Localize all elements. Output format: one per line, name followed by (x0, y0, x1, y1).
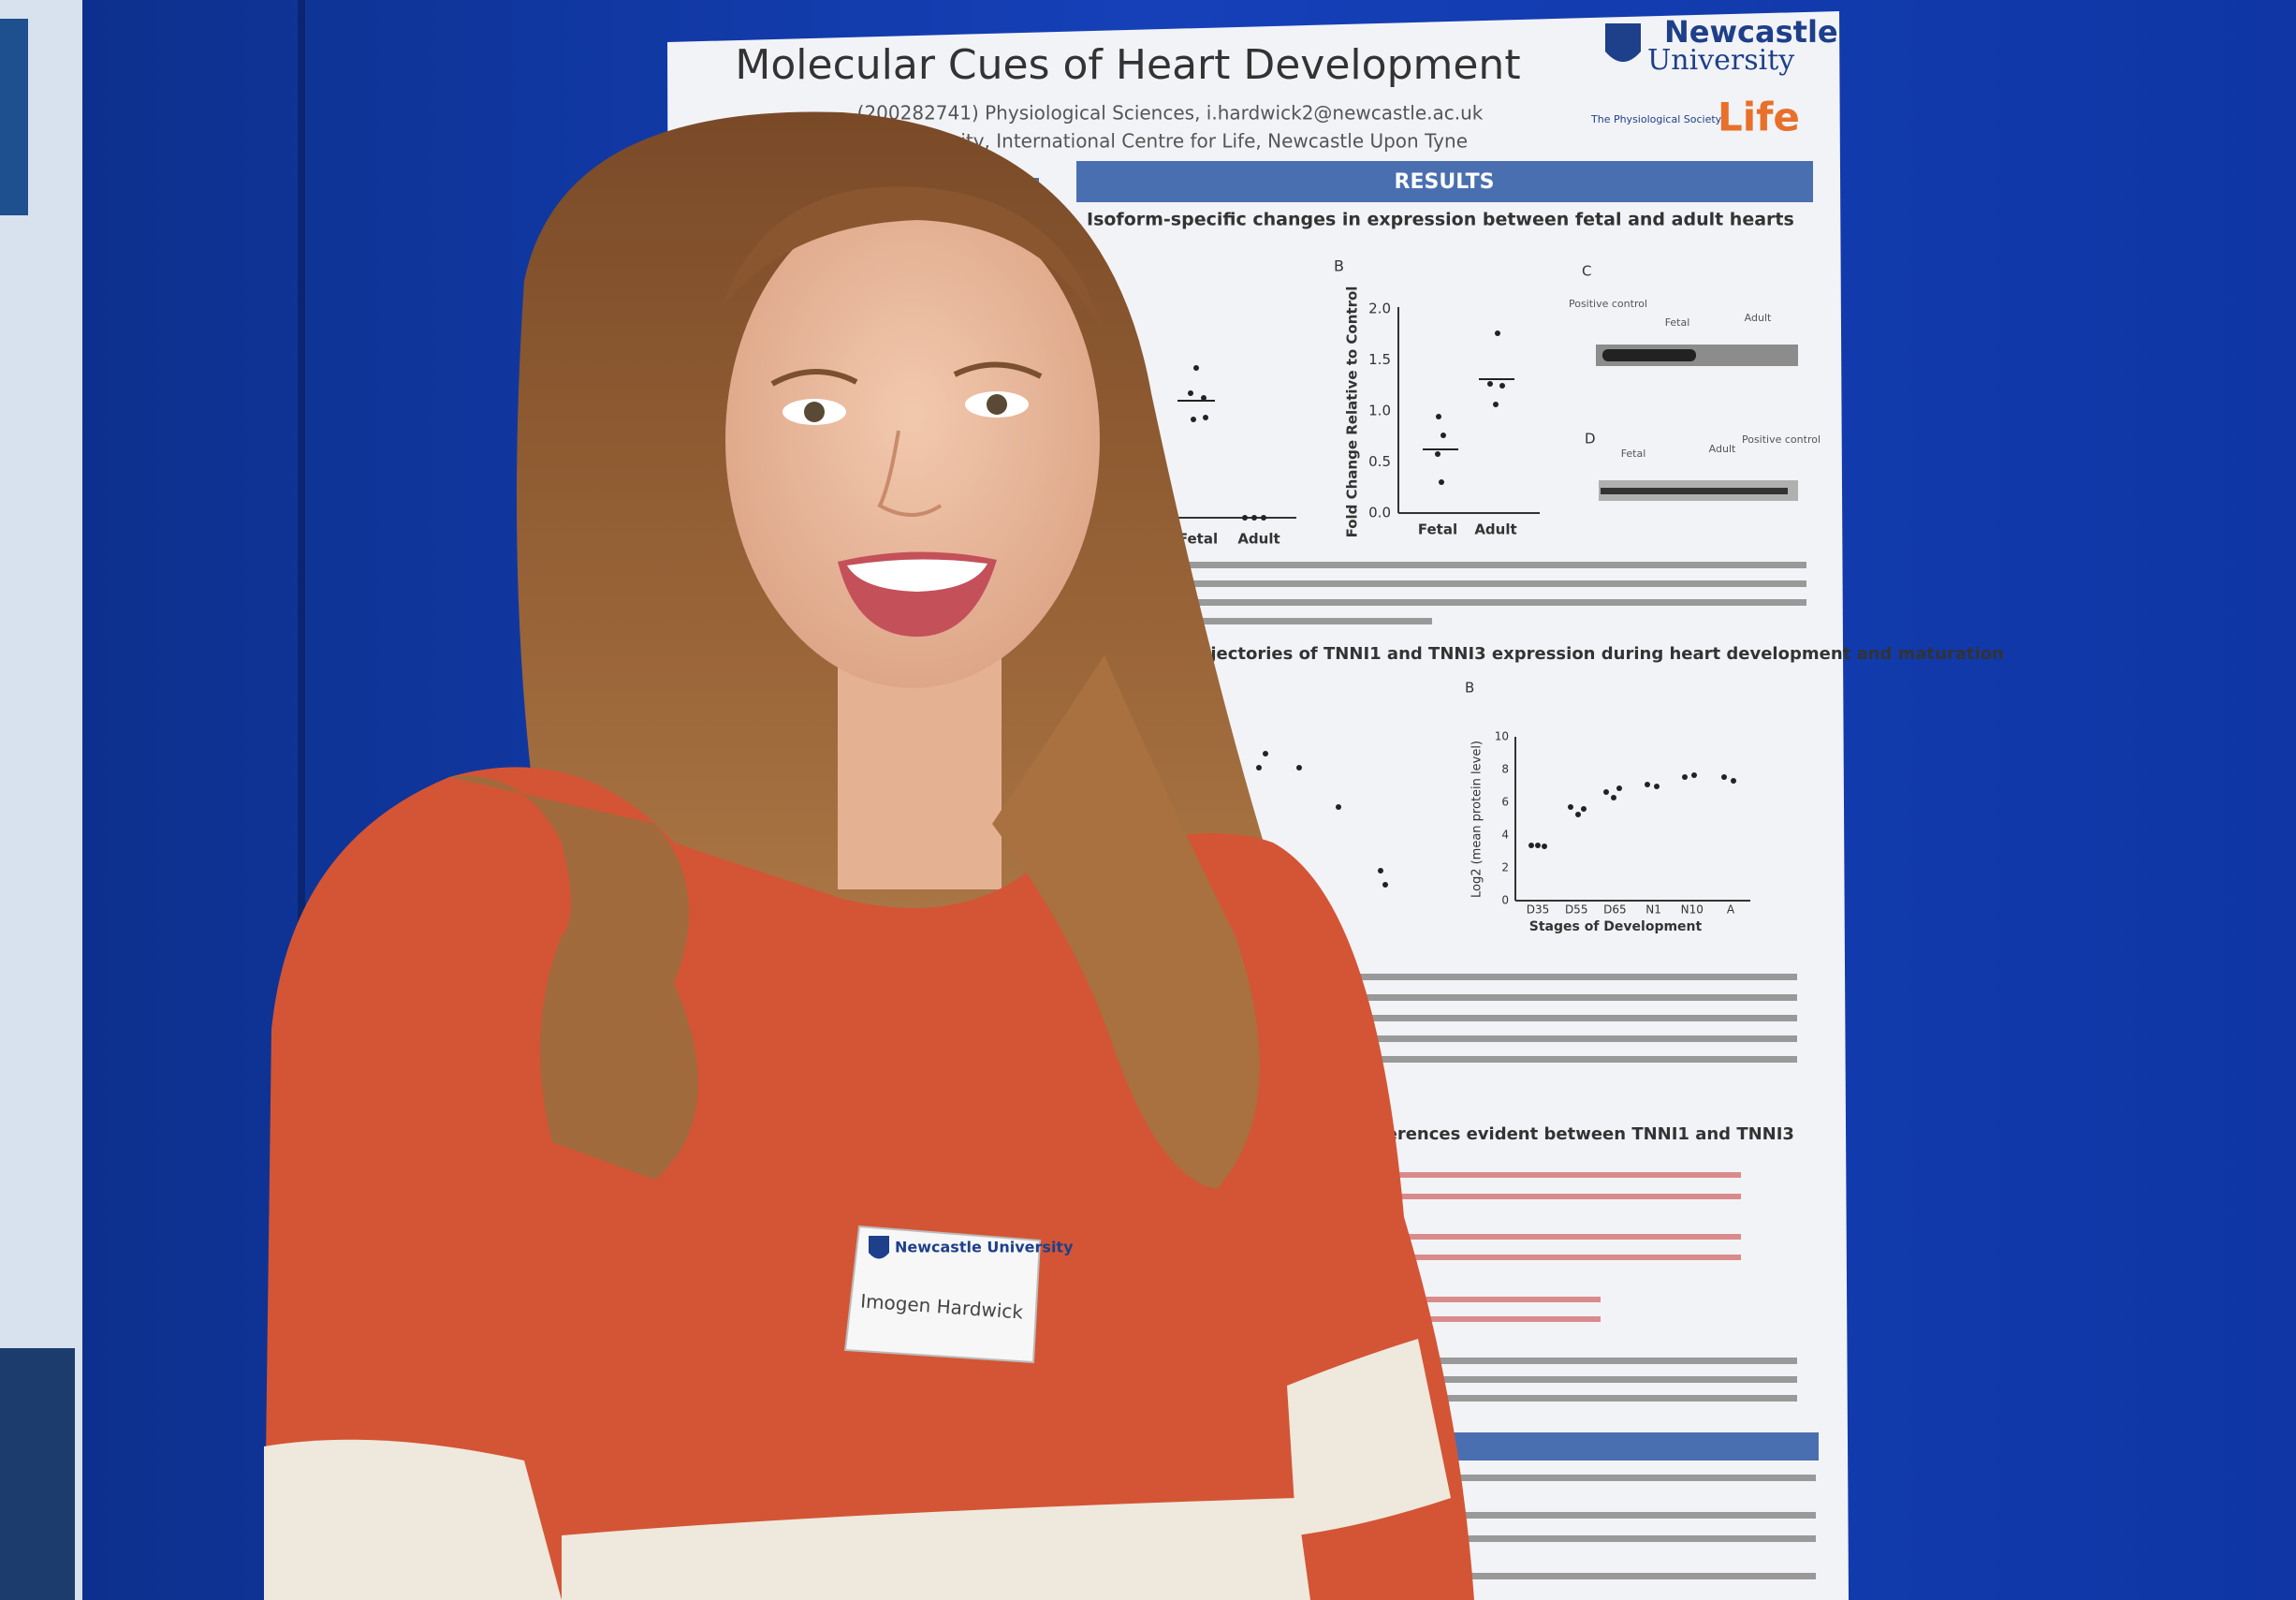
dots (1528, 772, 1736, 849)
eyebrow (770, 369, 858, 387)
teeth (847, 559, 987, 592)
x-label: Adult (1474, 521, 1516, 538)
sequence-lines (1376, 1172, 1741, 1322)
x-tick-label: D65 (1603, 903, 1627, 917)
x-tick-label: N1 (1645, 903, 1661, 917)
blot-label: Adult (1745, 312, 1772, 324)
y-tick-label: 2 (1501, 861, 1509, 874)
y-tick-label: 4 (1501, 829, 1509, 842)
sweater-stripe (562, 1498, 1310, 1600)
logo-line2: University (1647, 44, 1794, 77)
hair-lock (449, 775, 698, 1180)
x-tick-label: D35 (1527, 903, 1550, 917)
panel-letter: B (1465, 680, 1474, 697)
fringe (721, 186, 1104, 337)
results-bar (1076, 161, 1813, 202)
blot-label: Positive control (1569, 298, 1647, 310)
tick-group: 2.0 1.5 1.0 0.5 0.0 (1368, 301, 1391, 521)
board-divider (298, 0, 305, 1600)
face (725, 192, 1100, 688)
dots (1188, 365, 1266, 521)
blot-label: Fetal (1665, 316, 1690, 329)
y-tick-label: 10 (1495, 730, 1509, 743)
blot-label: Adult (1709, 443, 1736, 455)
tick-group: 10 8 6 4 2 0 D35 D55 D65 N1 N10 A (1495, 730, 1735, 917)
y-tick-label: 0.0 (1368, 505, 1391, 521)
x-tick-label: A (1727, 903, 1735, 917)
y-tick-label: 1.5 (1368, 351, 1391, 368)
section-bar (1450, 1432, 1819, 1461)
iris (804, 402, 825, 422)
society-logo: The Physiological Society (1590, 113, 1722, 125)
logo-line1: Newcastle (1664, 14, 1838, 50)
x-label: Adult (1237, 531, 1280, 548)
y-tick-label: 2.0 (1368, 301, 1391, 317)
x-tick-label: N10 (1681, 903, 1704, 917)
side-poster-band (0, 19, 28, 215)
blot-band (1602, 349, 1696, 361)
x-tick-label: D55 (1565, 903, 1588, 917)
x-label: Fetal (1178, 531, 1218, 548)
sweater-stripe (264, 1439, 562, 1600)
poster-author: (200282741) Physiological Sciences, i.ha… (857, 102, 1484, 125)
badge-logo: Newcastle University (895, 1239, 1074, 1256)
badge-shield (869, 1236, 889, 1259)
section-heading: Isoform-specific changes in expression b… (1087, 210, 1794, 230)
y-axis-label: Log2 (mean protein level) (1470, 741, 1484, 898)
caption-lines (1310, 974, 1797, 1063)
blot-label: Fetal (1621, 448, 1646, 460)
blot-label: Positive control (1742, 433, 1821, 446)
section-heading: nt trajectories of TNNI1 and TNNI3 expre… (1157, 644, 2004, 664)
y-tick-label: 1.0 (1368, 403, 1391, 419)
x-axis-label: Stages of Development (1529, 919, 1703, 934)
life-logo: Life (1718, 95, 1800, 140)
eyebrow (953, 361, 1043, 379)
caption-lines (1357, 1358, 1797, 1402)
panel-letter: B (1334, 257, 1344, 275)
dots (1435, 330, 1505, 485)
side-poster-band (0, 1348, 75, 1600)
text-lines (1460, 1475, 1816, 1579)
panel-letter: C (1582, 263, 1591, 280)
poster-title: Molecular Cues of Heart Development (735, 41, 1520, 89)
blot-band (1601, 488, 1788, 494)
section-heading: differences evident between TNNI1 and TN… (1354, 1124, 1794, 1144)
sweater-stripe (1287, 1339, 1451, 1535)
results-heading: RESULTS (1395, 170, 1495, 194)
x-label: Fetal (1418, 521, 1457, 538)
shield-logo (1605, 23, 1641, 62)
side-poster (0, 0, 82, 1600)
hair-lock (992, 655, 1260, 1189)
y-tick-label: 0.5 (1368, 453, 1391, 470)
nose (877, 430, 943, 517)
panel-letter: D (1585, 431, 1596, 448)
y-tick-label: 6 (1501, 796, 1509, 809)
y-axis-label: Fold Change Relative to Control (1344, 286, 1361, 538)
iris (987, 394, 1007, 415)
name-badge (843, 1225, 1042, 1364)
caption-lines (1151, 562, 1806, 624)
y-tick-label: 0 (1501, 894, 1509, 907)
y-tick-label: 8 (1501, 763, 1509, 776)
